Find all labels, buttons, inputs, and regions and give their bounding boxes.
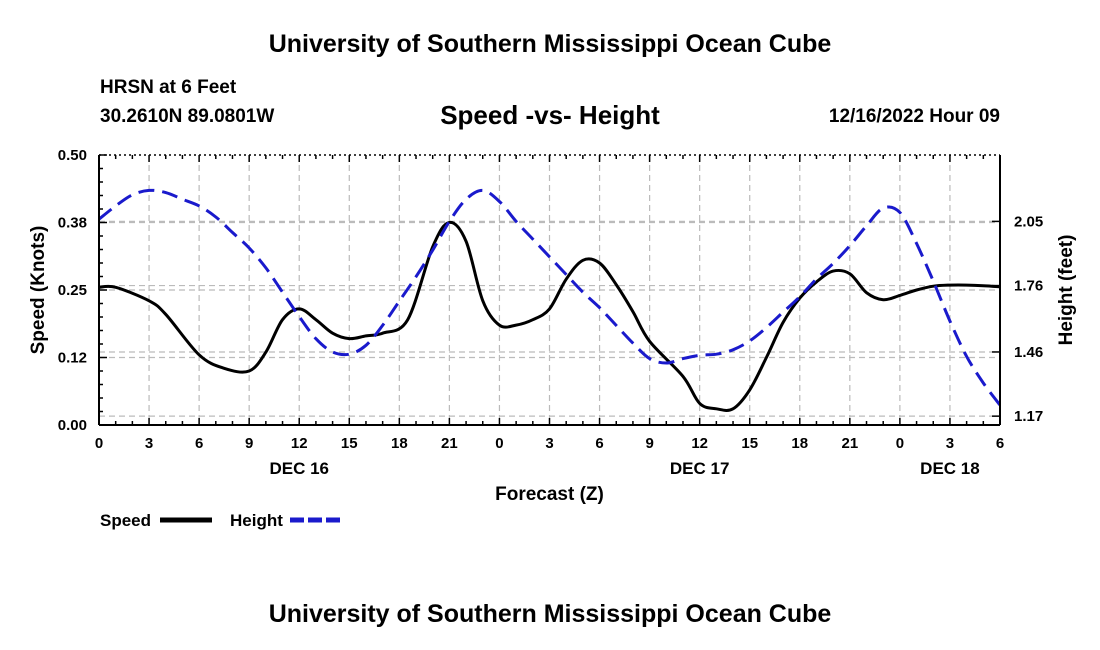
x-axis-title: Forecast (Z) <box>495 484 604 505</box>
axis-labels: 0 3 6 9 12 15 18 21 0 3 6 9 12 15 18 21 0 3 6 DEC 16 DEC 17 D… <box>28 147 1077 505</box>
height-series-line <box>98 188 1002 407</box>
y-left-tick-label: 0.38 <box>58 215 87 232</box>
x-tick-label: 18 <box>791 435 808 452</box>
footer-title: University of Southern Mississippi Ocean… <box>268 600 832 628</box>
x-tick-label: 9 <box>245 435 253 452</box>
x-tick-label: 0 <box>495 435 503 452</box>
legend-speed-label: Speed <box>100 511 151 530</box>
y-right-tick-label: 1.46 <box>1014 344 1043 361</box>
x-tick-label: 0 <box>95 435 103 452</box>
x-tick-label: 3 <box>946 435 954 452</box>
day-label: DEC 18 <box>920 459 980 478</box>
forecast-timestamp: 12/16/2022 Hour 09 <box>828 106 1000 127</box>
axes <box>98 154 1001 426</box>
station-label: HRSN at 6 Feet <box>100 77 237 98</box>
grid <box>99 155 1000 425</box>
x-tick-label: 9 <box>645 435 653 452</box>
x-tick-label: 0 <box>896 435 904 452</box>
page-title: University of Southern Mississippi Ocean… <box>268 30 832 58</box>
speed-height-chart: 0 3 6 9 12 15 18 21 0 3 6 9 12 15 18 21 0 3 6 DEC 16 DEC 17 D… <box>28 147 1077 530</box>
legend: Speed Height <box>100 511 342 530</box>
x-tick-label: 6 <box>195 435 203 452</box>
chart-title: Speed -vs- Height <box>440 100 660 130</box>
day-label: DEC 16 <box>269 459 329 478</box>
x-tick-label: 21 <box>841 435 858 452</box>
x-tick-label: 3 <box>545 435 553 452</box>
y-right-tick-label: 1.17 <box>1014 408 1043 425</box>
y-left-tick-label: 0.50 <box>58 147 87 164</box>
legend-height-label: Height <box>230 511 283 530</box>
series <box>98 188 1002 412</box>
x-tick-label: 6 <box>595 435 603 452</box>
x-tick-label: 12 <box>291 435 308 452</box>
x-tick-label: 3 <box>145 435 153 452</box>
speed-series-line <box>98 220 1001 412</box>
y-left-tick-label: 0.25 <box>58 282 87 299</box>
x-tick-label: 18 <box>391 435 408 452</box>
day-label: DEC 17 <box>670 459 730 478</box>
x-tick-label: 15 <box>341 435 358 452</box>
x-tick-label: 6 <box>996 435 1004 452</box>
y-right-tick-label: 2.05 <box>1014 213 1043 230</box>
y-left-tick-label: 0.00 <box>58 417 87 434</box>
y-right-tick-label: 1.76 <box>1014 278 1043 295</box>
y-left-tick-label: 0.12 <box>58 350 87 367</box>
y-axis-left-title: Speed (Knots) <box>28 226 49 355</box>
x-tick-label: 21 <box>441 435 458 452</box>
y-axis-right-title: Height (feet) <box>1056 235 1077 346</box>
x-tick-label: 15 <box>741 435 758 452</box>
station-coordinates: 30.2610N 89.0801W <box>100 106 275 127</box>
x-tick-label: 12 <box>691 435 708 452</box>
